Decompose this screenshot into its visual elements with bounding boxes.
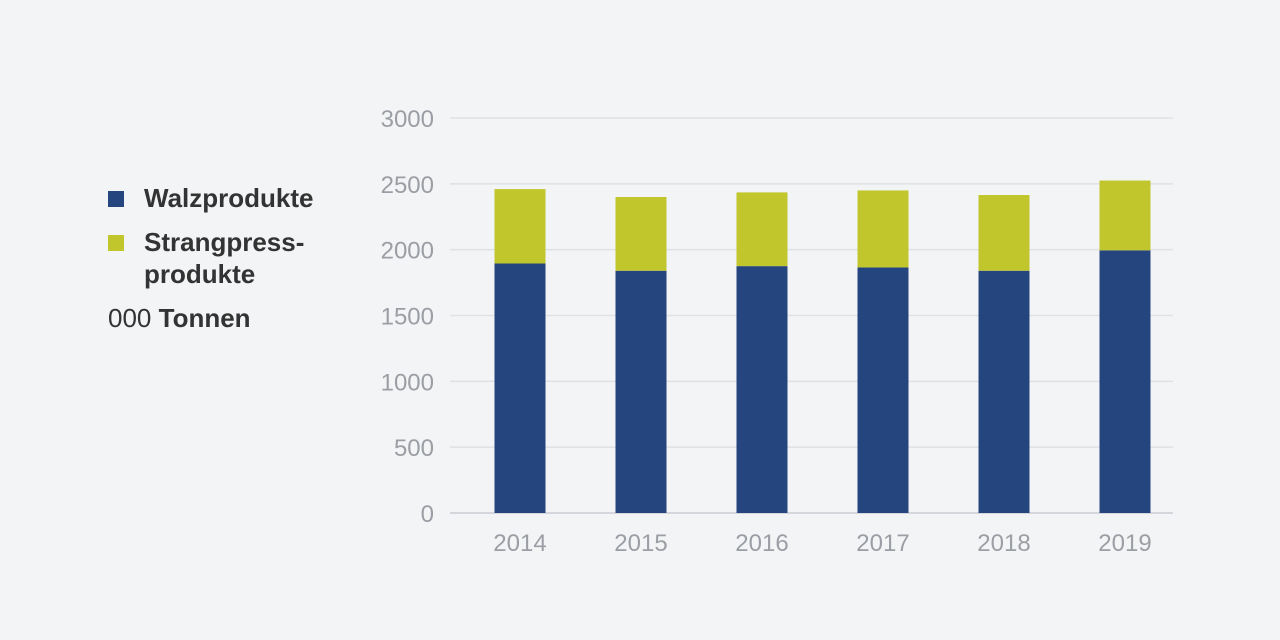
bar-2017-walzprodukte xyxy=(857,267,909,513)
x-tick-label-2018: 2018 xyxy=(977,530,1030,557)
bar-2019-walzprodukte xyxy=(1099,250,1151,513)
x-tick-label-2015: 2015 xyxy=(614,530,667,557)
legend-item-walzprodukte: Walzprodukte xyxy=(108,182,348,214)
y-axis-ticks: 0 500 1000 1500 2000 2500 3000 xyxy=(381,106,434,528)
y-tick-label-2500: 2500 xyxy=(381,172,434,199)
bar-2015-walzprodukte xyxy=(615,270,667,513)
x-tick-label-2014: 2014 xyxy=(493,530,546,557)
unit-prefix: 000 xyxy=(108,303,152,333)
bar-2019-strangpressprodukte xyxy=(1099,180,1151,251)
bar-2018-walzprodukte xyxy=(978,270,1030,513)
bar-2014-strangpressprodukte xyxy=(494,189,546,264)
legend-swatch-walzprodukte xyxy=(108,191,124,207)
x-tick-label-2019: 2019 xyxy=(1098,530,1151,557)
y-tick-label-2000: 2000 xyxy=(381,238,434,265)
legend-label-walzprodukte: Walzprodukte xyxy=(144,183,314,213)
y-tick-label-3000: 3000 xyxy=(381,106,434,133)
bar-2014-walzprodukte xyxy=(494,263,546,513)
y-tick-label-1500: 1500 xyxy=(381,304,434,331)
bar-2016-walzprodukte xyxy=(736,266,788,513)
legend: Walzprodukte Strangpress- produkte 000 T… xyxy=(108,182,348,334)
bar-2015-strangpressprodukte xyxy=(615,197,667,271)
x-axis-ticks: 2014 2015 2016 2017 2018 2019 xyxy=(493,530,1151,557)
x-tick-label-2016: 2016 xyxy=(735,530,788,557)
bar-2018-strangpressprodukte xyxy=(978,195,1030,271)
unit-name: Tonnen xyxy=(158,303,251,333)
bars xyxy=(494,180,1151,513)
unit-label: 000 Tonnen xyxy=(108,302,348,334)
legend-item-strangpressprodukte: Strangpress- produkte xyxy=(108,226,348,290)
bar-2017-strangpressprodukte xyxy=(857,190,909,268)
legend-swatch-strangpressprodukte xyxy=(108,235,124,251)
legend-label-strangpressprodukte: Strangpress- produkte xyxy=(144,227,305,289)
y-tick-label-1000: 1000 xyxy=(381,369,434,396)
bar-2016-strangpressprodukte xyxy=(736,192,788,267)
x-tick-label-2017: 2017 xyxy=(856,530,909,557)
y-tick-label-500: 500 xyxy=(394,435,434,462)
y-tick-label-0: 0 xyxy=(421,501,434,528)
gridlines xyxy=(450,117,1173,514)
